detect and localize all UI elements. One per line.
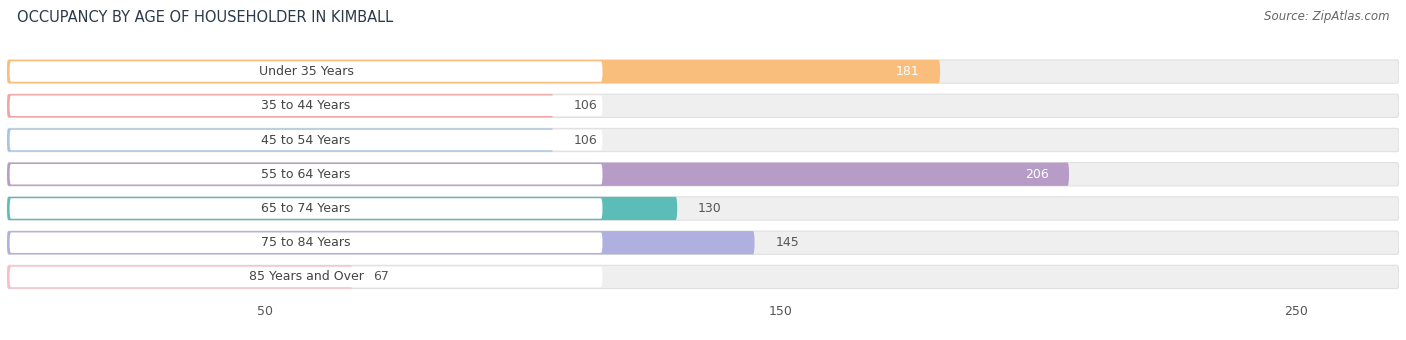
FancyBboxPatch shape <box>7 231 1399 254</box>
Text: 181: 181 <box>896 65 920 78</box>
Text: 55 to 64 Years: 55 to 64 Years <box>262 168 350 181</box>
FancyBboxPatch shape <box>7 265 1399 289</box>
FancyBboxPatch shape <box>10 198 603 219</box>
FancyBboxPatch shape <box>7 197 678 220</box>
FancyBboxPatch shape <box>10 96 603 116</box>
FancyBboxPatch shape <box>7 265 353 289</box>
Text: OCCUPANCY BY AGE OF HOUSEHOLDER IN KIMBALL: OCCUPANCY BY AGE OF HOUSEHOLDER IN KIMBA… <box>17 10 394 25</box>
Text: 65 to 74 Years: 65 to 74 Years <box>262 202 350 215</box>
FancyBboxPatch shape <box>10 130 603 150</box>
Text: 145: 145 <box>775 236 799 249</box>
FancyBboxPatch shape <box>7 60 1399 83</box>
FancyBboxPatch shape <box>7 163 1399 186</box>
FancyBboxPatch shape <box>7 60 941 83</box>
Text: 45 to 54 Years: 45 to 54 Years <box>262 134 350 147</box>
FancyBboxPatch shape <box>10 61 603 82</box>
Text: 35 to 44 Years: 35 to 44 Years <box>262 99 350 112</box>
FancyBboxPatch shape <box>7 163 1069 186</box>
FancyBboxPatch shape <box>7 129 1399 152</box>
FancyBboxPatch shape <box>7 94 1399 117</box>
Text: 75 to 84 Years: 75 to 84 Years <box>262 236 350 249</box>
Text: 206: 206 <box>1025 168 1049 181</box>
Text: 85 Years and Over: 85 Years and Over <box>249 270 364 284</box>
FancyBboxPatch shape <box>7 197 1399 220</box>
Text: 106: 106 <box>574 99 598 112</box>
FancyBboxPatch shape <box>7 231 755 254</box>
FancyBboxPatch shape <box>7 94 554 117</box>
FancyBboxPatch shape <box>10 267 603 287</box>
Text: Source: ZipAtlas.com: Source: ZipAtlas.com <box>1264 10 1389 23</box>
Text: 106: 106 <box>574 134 598 147</box>
Text: 67: 67 <box>373 270 389 284</box>
Text: 130: 130 <box>697 202 721 215</box>
Text: Under 35 Years: Under 35 Years <box>259 65 353 78</box>
FancyBboxPatch shape <box>7 129 554 152</box>
FancyBboxPatch shape <box>10 164 603 185</box>
FancyBboxPatch shape <box>10 233 603 253</box>
